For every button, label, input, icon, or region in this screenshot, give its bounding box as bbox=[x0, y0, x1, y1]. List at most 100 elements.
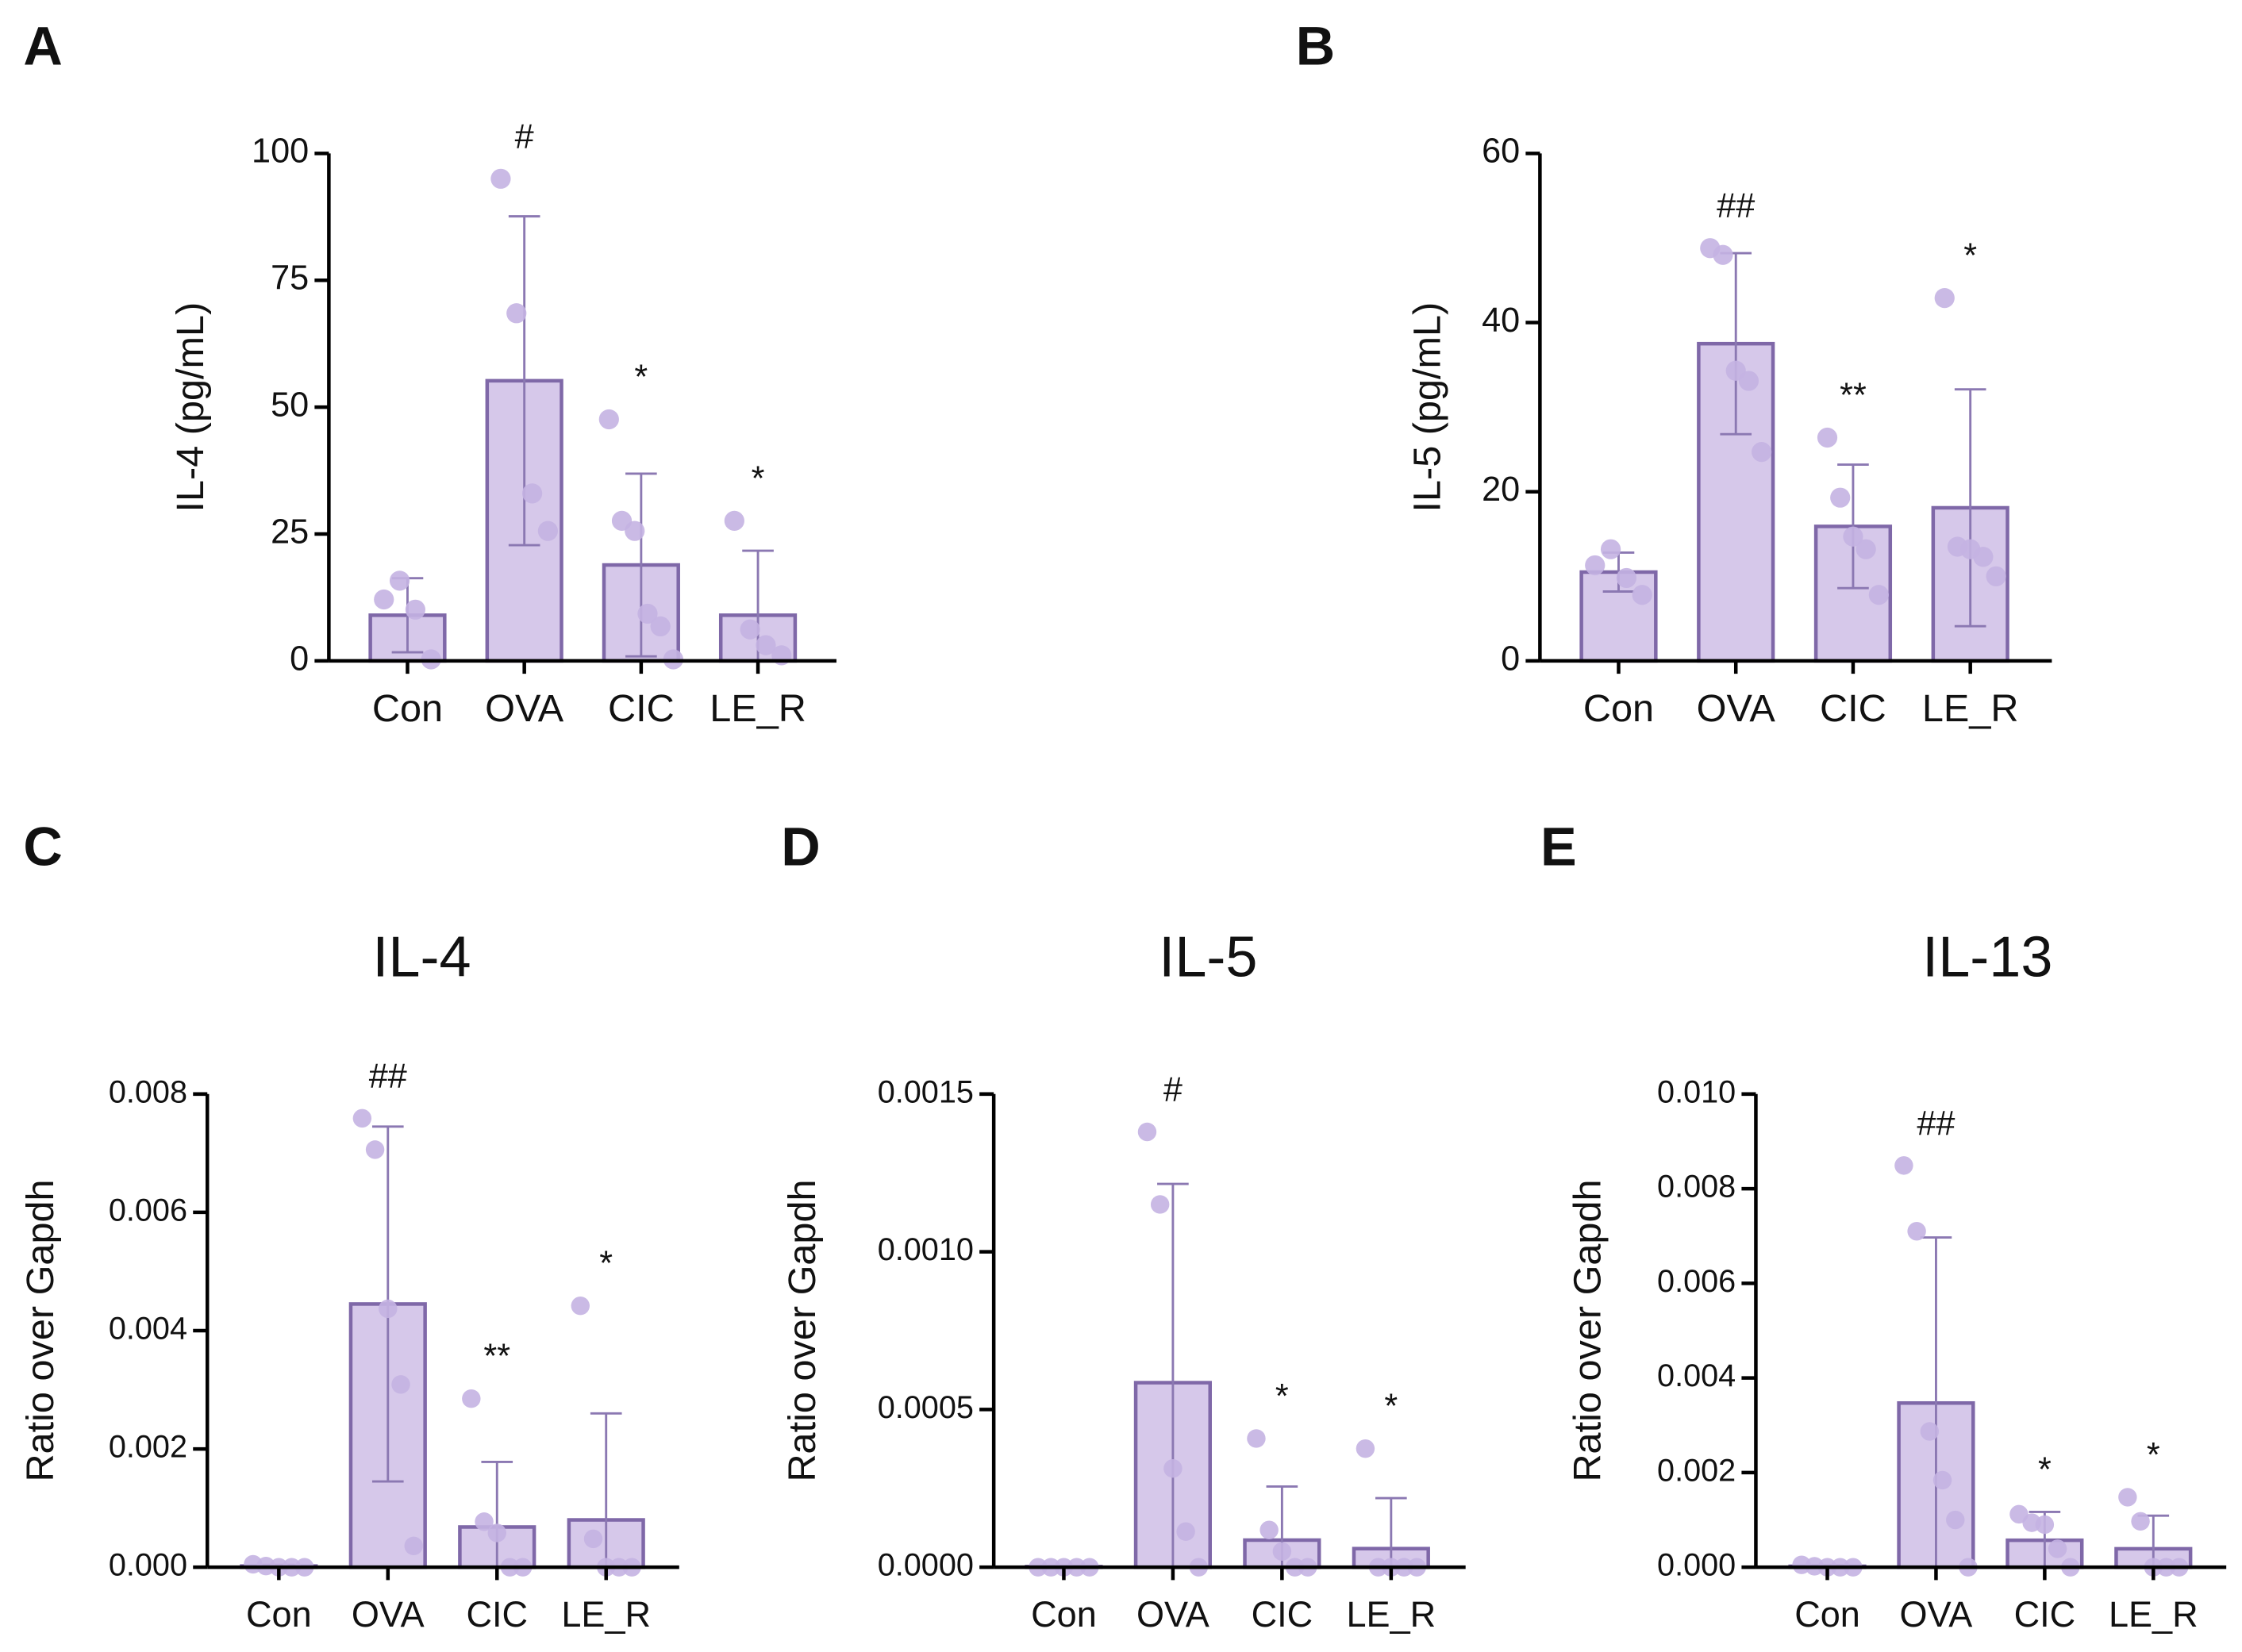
data-point bbox=[462, 1389, 481, 1408]
y-tick-label: 100 bbox=[252, 133, 309, 171]
y-tick-label: 60 bbox=[1482, 133, 1520, 171]
y-tick-label: 0.004 bbox=[109, 1311, 187, 1346]
y-tick-label: 0.006 bbox=[109, 1193, 187, 1227]
y-tick-label: 0.006 bbox=[1657, 1264, 1736, 1299]
y-axis-label: IL-4 (pg/mL) bbox=[169, 302, 212, 513]
data-point bbox=[405, 599, 425, 620]
data-point bbox=[598, 409, 619, 430]
significance-label: ## bbox=[369, 1057, 407, 1095]
data-point bbox=[1259, 1520, 1279, 1539]
chart-title: IL-4 bbox=[372, 925, 471, 989]
data-point bbox=[625, 521, 645, 541]
y-tick-label: 50 bbox=[271, 386, 309, 425]
y-axis-label: Ratio over Gapdh bbox=[19, 1179, 62, 1481]
data-point bbox=[724, 510, 744, 531]
x-tick-label: Con bbox=[246, 1594, 312, 1635]
y-tick-label: 0.000 bbox=[1657, 1548, 1736, 1583]
data-point bbox=[506, 303, 527, 324]
x-tick-label: OVA bbox=[1697, 687, 1776, 730]
data-point bbox=[1830, 487, 1851, 508]
x-tick-label: OVA bbox=[352, 1594, 425, 1635]
data-point bbox=[1585, 555, 1606, 576]
data-point bbox=[1817, 427, 1838, 448]
data-point bbox=[1934, 287, 1955, 309]
y-tick-label: 0 bbox=[1501, 640, 1520, 678]
data-point bbox=[521, 483, 543, 504]
data-point bbox=[2035, 1515, 2055, 1535]
y-tick-label: 75 bbox=[271, 259, 309, 298]
x-tick-label: Con bbox=[1583, 687, 1654, 730]
y-axis-label: Ratio over Gapdh bbox=[1566, 1179, 1609, 1481]
data-point bbox=[1907, 1222, 1926, 1241]
y-tick-label: 0.0005 bbox=[878, 1390, 974, 1425]
x-tick-label: OVA bbox=[485, 687, 564, 730]
data-point bbox=[1932, 1470, 1952, 1490]
error-bar bbox=[625, 472, 657, 658]
y-tick-label: 0.004 bbox=[1657, 1358, 1736, 1393]
data-point bbox=[637, 603, 658, 624]
data-point bbox=[1713, 244, 1733, 265]
data-point bbox=[1247, 1429, 1266, 1448]
significance-label: * bbox=[752, 459, 765, 498]
significance-label: * bbox=[1384, 1388, 1398, 1426]
y-tick-label: 0.002 bbox=[1657, 1453, 1736, 1488]
data-point bbox=[1150, 1195, 1170, 1214]
significance-label: ## bbox=[1717, 187, 1755, 225]
data-point bbox=[2131, 1512, 2150, 1531]
y-tick-label: 0.0015 bbox=[878, 1074, 974, 1109]
chart-title: IL-5 bbox=[1159, 925, 1257, 989]
x-tick-label: Con bbox=[372, 687, 443, 730]
y-tick-label: 25 bbox=[271, 513, 309, 551]
data-point bbox=[1752, 441, 1772, 463]
data-point bbox=[1856, 539, 1876, 559]
significance-label: * bbox=[634, 358, 648, 396]
x-tick-label: Con bbox=[1794, 1594, 1860, 1635]
x-tick-label: LE_R bbox=[1347, 1594, 1436, 1635]
data-point bbox=[571, 1296, 590, 1316]
significance-label: ** bbox=[483, 1338, 510, 1376]
y-axis-label: Ratio over Gapdh bbox=[781, 1179, 824, 1481]
data-point bbox=[389, 571, 410, 591]
significance-label: * bbox=[2147, 1436, 2160, 1474]
panel-label: B bbox=[1296, 16, 1335, 77]
panel-label: E bbox=[1540, 816, 1577, 878]
chart-title: IL-13 bbox=[1922, 925, 2052, 989]
data-point bbox=[1272, 1542, 1292, 1561]
x-tick-label: LE_R bbox=[1922, 687, 2019, 730]
significance-label: # bbox=[515, 117, 534, 156]
y-tick-label: 0.0000 bbox=[878, 1548, 974, 1583]
data-point bbox=[756, 635, 776, 655]
data-point bbox=[1616, 567, 1636, 589]
significance-label: * bbox=[599, 1245, 613, 1283]
data-point bbox=[740, 619, 760, 640]
y-tick-label: 0.008 bbox=[109, 1074, 187, 1109]
significance-label: * bbox=[2038, 1450, 2052, 1489]
data-point bbox=[1137, 1122, 1157, 1142]
x-tick-label: CIC bbox=[2014, 1594, 2076, 1635]
data-point bbox=[475, 1512, 494, 1531]
y-tick-label: 0 bbox=[290, 640, 309, 678]
data-point bbox=[379, 1299, 398, 1319]
data-point bbox=[404, 1536, 423, 1556]
data-point bbox=[352, 1108, 372, 1128]
data-point bbox=[365, 1140, 385, 1159]
x-tick-label: LE_R bbox=[561, 1594, 651, 1635]
x-tick-label: OVA bbox=[1136, 1594, 1209, 1635]
data-point bbox=[1738, 371, 1759, 391]
y-tick-label: 0.002 bbox=[109, 1430, 187, 1465]
data-point bbox=[391, 1375, 410, 1394]
significance-label: ## bbox=[1917, 1105, 1955, 1143]
panel-label: D bbox=[781, 816, 820, 878]
y-tick-label: 0.008 bbox=[1657, 1170, 1736, 1204]
y-tick-label: 0.000 bbox=[109, 1548, 187, 1583]
data-point bbox=[537, 521, 559, 541]
data-point bbox=[1868, 585, 1889, 605]
data-point bbox=[1946, 1510, 1965, 1530]
significance-label: ** bbox=[1840, 376, 1867, 414]
significance-label: # bbox=[1163, 1070, 1183, 1108]
data-point bbox=[1163, 1459, 1183, 1478]
panel-label: A bbox=[23, 16, 62, 77]
x-tick-label: LE_R bbox=[2109, 1594, 2198, 1635]
data-point bbox=[583, 1529, 603, 1549]
